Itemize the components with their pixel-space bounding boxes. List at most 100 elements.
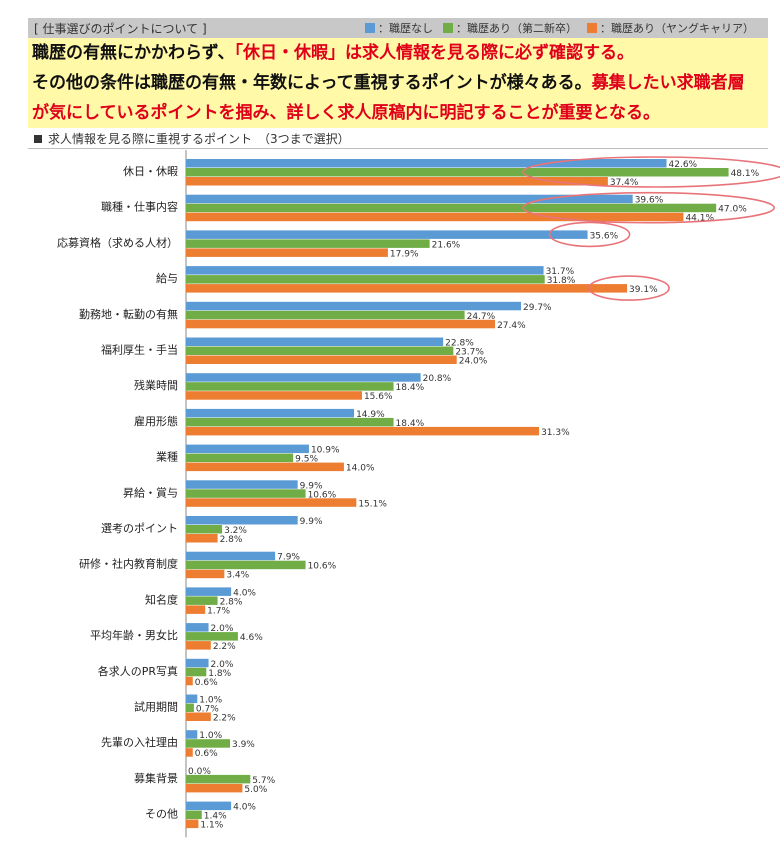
legend-label: ：職歴なし (378, 22, 433, 35)
data-label: 7.9% (277, 553, 300, 563)
bar-second-graduate (186, 417, 394, 427)
bar-no-experience (186, 408, 355, 418)
data-label: 9.5% (295, 455, 318, 465)
data-label: 1.0% (199, 696, 222, 706)
legend-item-second-graduate: ：職歴あり（第二新卒） (443, 20, 577, 36)
data-label: 17.9% (390, 249, 419, 259)
summary-callout: 職歴の有無にかかわらず、「休日・休暇」は求人情報を見る際に必ず確認する。 その他… (28, 38, 768, 128)
highlight-ellipse (522, 191, 775, 224)
bar-second-graduate (186, 203, 717, 213)
category-label: 募集背景 (134, 771, 178, 785)
chart-heading-text: 求人情報を見る際に重視するポイント （3つまで選択） (48, 132, 350, 146)
bar-second-graduate (186, 489, 306, 498)
bullet-square-icon (34, 135, 42, 143)
data-label: 5.0% (244, 785, 267, 795)
data-label: 31.3% (541, 428, 570, 438)
bar-young-career (186, 391, 362, 400)
data-label: 31.8% (547, 276, 576, 286)
bar-young-career (186, 819, 199, 829)
bar-second-graduate (186, 168, 729, 177)
data-label: 31.7% (546, 267, 575, 277)
highlight-ellipse (522, 156, 780, 188)
data-label: 35.6% (590, 231, 619, 241)
data-label: 47.0% (718, 205, 747, 215)
chart-heading: 求人情報を見る際に重視するポイント （3つまで選択） (28, 130, 768, 149)
data-label: 3.9% (232, 740, 255, 750)
callout-highlight: が気にしているポイントを掴み、詳しく求人原稿内に明記することが重要となる。 (32, 103, 660, 123)
data-label: 42.6% (669, 160, 698, 170)
category-label: 業種 (156, 450, 178, 464)
data-label: 1.8% (208, 669, 231, 679)
bar-young-career (186, 498, 357, 507)
data-label: 0.6% (195, 678, 218, 688)
bar-no-experience (186, 194, 633, 204)
bar-second-graduate (186, 525, 223, 534)
chart-legend: ：職歴なし ：職歴あり（第二新卒） ：職歴あり（ヤングキャリア） (365, 20, 754, 36)
bar-no-experience (186, 801, 232, 811)
legend-label: ：職歴あり（ヤングキャリア） (600, 22, 754, 35)
callout-line-2: その他の条件は職歴の有無・年数によって重視するポイントが様々ある。募集したい求職… (28, 68, 768, 98)
bar-second-graduate (186, 382, 394, 391)
section-header-bar: [ 仕事選びのポイントについて ] ：職歴なし ：職歴あり（第二新卒） ：職歴あ… (28, 18, 768, 38)
bar-no-experience (186, 480, 298, 489)
data-label: 2.0% (211, 624, 234, 634)
data-label: 5.7% (252, 776, 275, 786)
bar-second-graduate (186, 560, 306, 570)
data-label: 27.4% (497, 321, 526, 331)
highlight-ellipse (548, 221, 631, 248)
category-label: その他 (145, 808, 178, 821)
category-label: 昇給・賞与 (123, 485, 178, 499)
data-label: 3.4% (226, 571, 249, 581)
category-label: 選考のポイント (101, 522, 178, 535)
legend-item-young-career: ：職歴あり（ヤングキャリア） (587, 20, 754, 36)
data-label: 10.6% (308, 490, 337, 500)
bar-no-experience (186, 516, 298, 525)
bar-second-graduate (186, 346, 454, 355)
data-label: 4.6% (240, 633, 263, 643)
bar-young-career (186, 319, 496, 329)
data-label: 14.0% (346, 464, 375, 474)
data-label: 9.9% (300, 481, 323, 491)
data-label: 39.6% (635, 196, 664, 206)
callout-highlight: 募集したい求職者層 (591, 73, 745, 93)
bar-no-experience (186, 551, 276, 561)
bar-second-graduate (186, 275, 545, 284)
category-label: 福利厚生・手当 (101, 343, 178, 357)
data-label: 24.7% (467, 312, 496, 322)
legend-swatch-orange (587, 23, 597, 33)
bar-second-graduate (186, 774, 251, 784)
bar-no-experience (186, 230, 588, 239)
category-label: 研修・社内教育制度 (79, 557, 178, 571)
bar-second-graduate (186, 739, 230, 748)
bar-second-graduate (186, 239, 430, 248)
callout-line-3: が気にしているポイントを掴み、詳しく求人原稿内に明記することが重要となる。 (28, 98, 768, 128)
bar-no-experience (186, 159, 667, 168)
category-label: 残業時間 (134, 378, 178, 392)
bar-young-career (186, 676, 193, 686)
legend-swatch-blue (365, 23, 375, 33)
data-label: 39.1% (629, 285, 658, 295)
bar-no-experience (186, 266, 544, 275)
legend-swatch-green (443, 23, 453, 33)
section-label: [ 仕事選びのポイントについて ] (34, 22, 207, 36)
bar-no-experience (186, 658, 209, 668)
data-label: 4.0% (233, 588, 256, 598)
data-label: 18.4% (396, 383, 425, 393)
bar-no-experience (186, 587, 232, 596)
data-label: 24.0% (459, 357, 488, 367)
data-label: 10.9% (311, 446, 340, 456)
highlight-ellipse (588, 275, 670, 301)
data-label: 10.6% (308, 562, 337, 572)
category-label: 給与 (156, 271, 178, 285)
bar-young-career (186, 605, 206, 614)
category-label: 雇用形態 (134, 414, 178, 428)
bar-young-career (186, 248, 388, 257)
data-label: 20.8% (423, 374, 452, 384)
callout-text: その他の条件は職歴の有無・年数によって重視するポイントが様々ある。 (32, 73, 592, 93)
bar-young-career (186, 355, 457, 364)
category-label: 勤務地・転勤の有無 (79, 307, 178, 321)
category-label: 休日・休暇 (123, 165, 178, 178)
data-label: 15.1% (358, 499, 387, 509)
data-label: 2.8% (220, 597, 243, 607)
data-label: 1.7% (207, 606, 230, 616)
